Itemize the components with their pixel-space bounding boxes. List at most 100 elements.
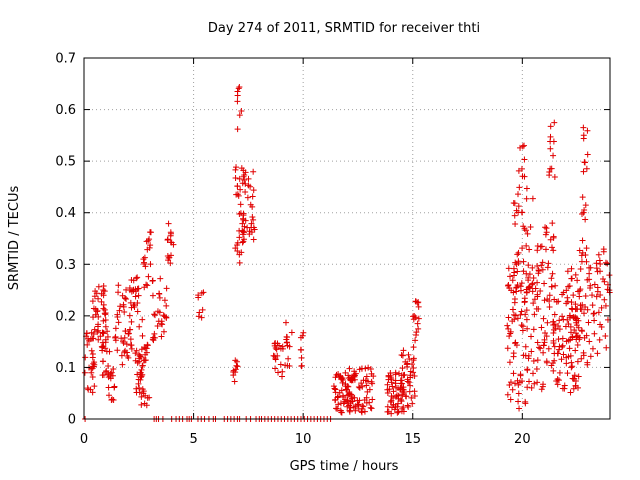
data-point <box>195 294 202 301</box>
data-point <box>344 397 351 404</box>
data-point <box>141 259 148 266</box>
data-point <box>89 351 96 358</box>
y-tick-label: 0.6 <box>55 103 76 118</box>
data-point <box>340 394 347 401</box>
data-point <box>284 362 291 369</box>
data-point <box>112 333 119 340</box>
data-point <box>271 340 278 347</box>
data-point <box>583 258 590 265</box>
data-point <box>563 338 570 345</box>
data-point <box>390 402 397 409</box>
data-point <box>519 143 526 150</box>
data-point <box>272 340 279 347</box>
data-point <box>404 402 411 409</box>
data-point <box>107 372 114 379</box>
data-point <box>530 370 537 377</box>
data-point <box>521 298 528 305</box>
data-point <box>572 377 579 384</box>
data-point <box>570 314 577 321</box>
data-point <box>368 405 375 412</box>
data-point <box>367 404 374 411</box>
data-point <box>541 280 548 287</box>
data-point <box>602 259 609 266</box>
data-point <box>524 325 531 332</box>
data-point <box>85 386 92 393</box>
data-point <box>105 392 112 399</box>
data-point <box>409 400 416 407</box>
data-point <box>112 325 119 332</box>
data-point <box>534 291 541 298</box>
data-point <box>584 127 591 134</box>
data-point <box>343 386 350 393</box>
data-point <box>523 316 530 323</box>
data-point <box>119 338 126 345</box>
data-point <box>510 350 517 357</box>
data-point <box>526 246 533 253</box>
data-point <box>596 336 603 343</box>
data-point <box>555 323 562 330</box>
data-point <box>414 299 421 306</box>
data-point <box>591 310 598 317</box>
data-point <box>160 312 167 319</box>
data-point <box>591 330 598 337</box>
data-point <box>409 361 416 368</box>
data-point <box>127 336 134 343</box>
data-point <box>505 314 512 321</box>
data-point <box>582 252 589 259</box>
data-point <box>602 302 609 309</box>
data-point <box>514 282 521 289</box>
data-point <box>523 307 530 314</box>
data-point <box>277 361 284 368</box>
data-point <box>351 371 358 378</box>
data-point <box>82 354 89 361</box>
data-point <box>125 330 132 337</box>
data-point <box>531 296 538 303</box>
data-point <box>566 312 573 319</box>
data-point <box>523 195 530 202</box>
data-point <box>514 191 521 198</box>
data-point <box>550 247 557 254</box>
data-point <box>582 292 589 299</box>
data-point <box>136 323 143 330</box>
data-point <box>288 329 295 336</box>
data-point <box>550 337 557 344</box>
data-point <box>520 223 527 230</box>
data-point <box>238 249 245 256</box>
data-point <box>579 328 586 335</box>
data-point <box>579 237 586 244</box>
data-point <box>392 393 399 400</box>
data-point <box>249 193 256 200</box>
data-point <box>236 83 243 90</box>
data-point <box>234 183 241 190</box>
data-point <box>595 251 602 258</box>
data-point <box>550 233 557 240</box>
data-point <box>414 320 421 327</box>
data-point <box>560 351 567 358</box>
data-point <box>100 317 107 324</box>
data-point <box>245 175 252 182</box>
data-point <box>412 337 419 344</box>
data-point <box>544 296 551 303</box>
data-point <box>572 347 579 354</box>
data-point <box>362 377 369 384</box>
data-point <box>576 247 583 254</box>
data-point <box>543 225 550 232</box>
data-point <box>100 282 107 289</box>
data-point <box>123 295 130 302</box>
data-point <box>526 283 533 290</box>
data-point <box>115 289 122 296</box>
data-point <box>548 165 555 172</box>
data-point <box>125 354 132 361</box>
data-point <box>99 372 106 379</box>
y-tick-label: 0 <box>68 413 76 428</box>
data-point <box>398 398 405 405</box>
data-point <box>248 224 255 231</box>
data-point <box>516 405 523 412</box>
data-point <box>138 374 145 381</box>
data-point <box>554 376 561 383</box>
data-point <box>411 312 418 319</box>
data-point <box>575 324 582 331</box>
data-point <box>405 351 412 358</box>
data-point <box>415 315 422 322</box>
